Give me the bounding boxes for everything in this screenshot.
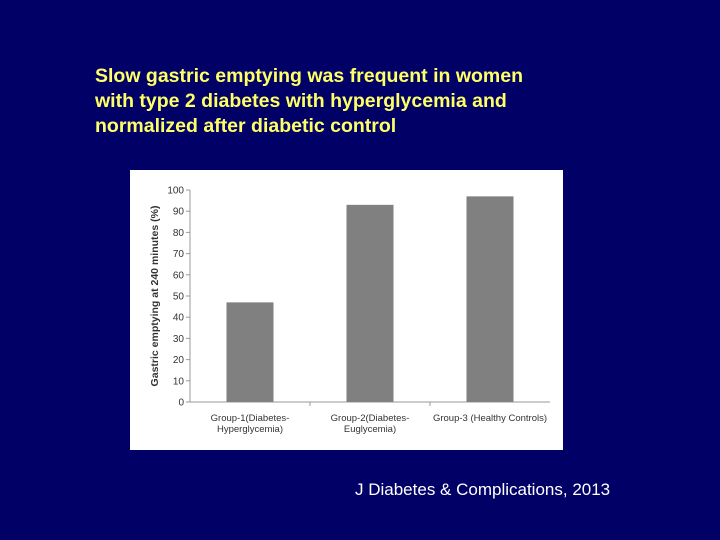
- category-label-1: Group-1(Diabetes-: [211, 413, 290, 424]
- category-label-1: Hyperglycemia): [217, 424, 283, 435]
- y-tick-label: 30: [173, 334, 185, 345]
- y-tick-label: 20: [173, 355, 185, 366]
- slide-title-line-3: normalized after diabetic control: [95, 115, 397, 137]
- y-tick-label: 70: [173, 249, 185, 260]
- category-label-2: Euglycemia): [344, 424, 396, 435]
- bar-1: [226, 302, 274, 402]
- category-label-2: Group-2(Diabetes-: [331, 413, 410, 424]
- y-tick-label: 40: [173, 313, 185, 324]
- chart-panel: 0 10 20 30 40 50 60 70 80 90 100 Gastric emptying a…: [130, 170, 563, 450]
- bar-chart: 0 10 20 30 40 50 60 70 80 90 100 Gastric emptying a…: [149, 186, 550, 435]
- slide-title-line-1: Slow gastric emptying was frequent in wo…: [95, 65, 523, 87]
- slide-title: Slow gastric emptying was frequent in wo…: [95, 64, 655, 139]
- y-axis-label: Gastric emptying at 240 minutes (%): [149, 206, 161, 387]
- y-tick-label: 100: [167, 186, 184, 197]
- y-tick-label: 0: [178, 398, 184, 409]
- category-label-3: Group-3 (Healthy Controls): [433, 413, 547, 424]
- slide-title-line-2: with type 2 diabetes with hyperglycemia …: [95, 90, 507, 112]
- bar-3: [466, 196, 514, 402]
- citation: J Diabetes & Complications, 2013: [355, 480, 611, 499]
- y-tick-label: 90: [173, 207, 185, 218]
- y-tick-label: 50: [173, 292, 185, 303]
- bar-2: [346, 204, 394, 402]
- y-tick-label: 80: [173, 228, 185, 239]
- y-tick-label: 10: [173, 376, 185, 387]
- y-tick-label: 60: [173, 270, 185, 281]
